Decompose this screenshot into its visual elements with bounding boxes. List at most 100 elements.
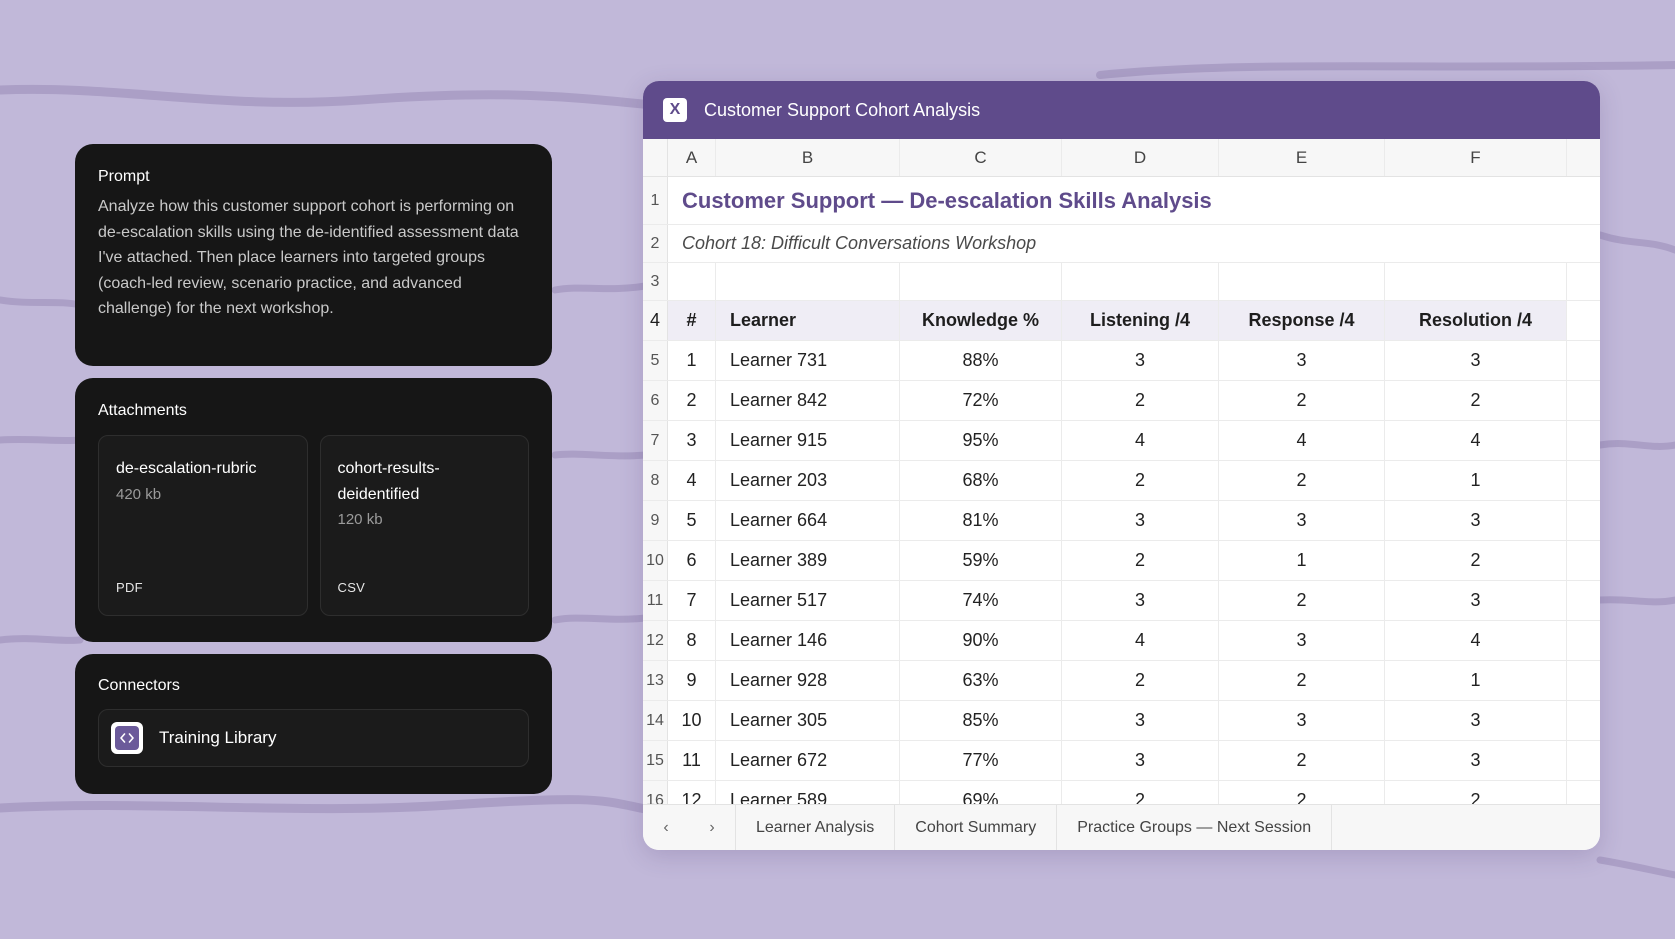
column-header-a[interactable]: A bbox=[668, 139, 716, 176]
header-response[interactable]: Response /4 bbox=[1219, 301, 1385, 340]
table-cell[interactable] bbox=[1385, 263, 1567, 300]
cell-knowledge[interactable]: 72% bbox=[900, 381, 1062, 420]
cell-response[interactable]: 4 bbox=[1219, 421, 1385, 460]
column-header-e[interactable]: E bbox=[1219, 139, 1385, 176]
cell-resolution[interactable]: 2 bbox=[1385, 381, 1567, 420]
cell-number[interactable]: 6 bbox=[668, 541, 716, 580]
cell-listening[interactable]: 4 bbox=[1062, 421, 1219, 460]
cell-knowledge[interactable]: 95% bbox=[900, 421, 1062, 460]
cell-learner[interactable]: Learner 915 bbox=[716, 421, 900, 460]
cell-learner[interactable]: Learner 146 bbox=[716, 621, 900, 660]
cell-listening[interactable]: 3 bbox=[1062, 581, 1219, 620]
cell-learner[interactable]: Learner 517 bbox=[716, 581, 900, 620]
cell-response[interactable]: 2 bbox=[1219, 781, 1385, 820]
row-number[interactable]: 12 bbox=[643, 621, 668, 660]
table-cell[interactable] bbox=[900, 263, 1062, 300]
header-learner[interactable]: Learner bbox=[716, 301, 900, 340]
attachment-item[interactable]: cohort-results-deidentified 120 kb CSV bbox=[319, 435, 529, 616]
cell-number[interactable]: 4 bbox=[668, 461, 716, 500]
cell-response[interactable]: 3 bbox=[1219, 701, 1385, 740]
table-cell[interactable] bbox=[1219, 263, 1385, 300]
cell-response[interactable]: 3 bbox=[1219, 501, 1385, 540]
row-number[interactable]: 7 bbox=[643, 421, 668, 460]
cell-listening[interactable]: 3 bbox=[1062, 501, 1219, 540]
row-number[interactable]: 15 bbox=[643, 741, 668, 780]
tab-practice-groups[interactable]: Practice Groups — Next Session bbox=[1056, 805, 1333, 850]
cell-resolution[interactable]: 3 bbox=[1385, 501, 1567, 540]
cell-learner[interactable]: Learner 389 bbox=[716, 541, 900, 580]
cell-number[interactable]: 8 bbox=[668, 621, 716, 660]
column-header-f[interactable]: F bbox=[1385, 139, 1567, 176]
cell-knowledge[interactable]: 77% bbox=[900, 741, 1062, 780]
attachment-item[interactable]: de-escalation-rubric 420 kb PDF bbox=[98, 435, 308, 616]
header-resolution[interactable]: Resolution /4 bbox=[1385, 301, 1567, 340]
cell-learner[interactable]: Learner 842 bbox=[716, 381, 900, 420]
cell-knowledge[interactable]: 68% bbox=[900, 461, 1062, 500]
row-number[interactable]: 5 bbox=[643, 341, 668, 380]
cell-response[interactable]: 2 bbox=[1219, 661, 1385, 700]
row-number[interactable]: 3 bbox=[643, 263, 668, 300]
cell-learner[interactable]: Learner 731 bbox=[716, 341, 900, 380]
cell-response[interactable]: 3 bbox=[1219, 341, 1385, 380]
cell-knowledge[interactable]: 74% bbox=[900, 581, 1062, 620]
cell-resolution[interactable]: 1 bbox=[1385, 661, 1567, 700]
cell-resolution[interactable]: 2 bbox=[1385, 541, 1567, 580]
cell-learner[interactable]: Learner 203 bbox=[716, 461, 900, 500]
cell-listening[interactable]: 2 bbox=[1062, 661, 1219, 700]
cell-listening[interactable]: 3 bbox=[1062, 701, 1219, 740]
cell-knowledge[interactable]: 90% bbox=[900, 621, 1062, 660]
select-all-corner[interactable] bbox=[643, 139, 668, 176]
table-cell[interactable] bbox=[668, 263, 716, 300]
cell-response[interactable]: 1 bbox=[1219, 541, 1385, 580]
cell-listening[interactable]: 4 bbox=[1062, 621, 1219, 660]
cell-resolution[interactable]: 3 bbox=[1385, 741, 1567, 780]
cell-listening[interactable]: 2 bbox=[1062, 541, 1219, 580]
row-number[interactable]: 6 bbox=[643, 381, 668, 420]
column-header-d[interactable]: D bbox=[1062, 139, 1219, 176]
table-cell[interactable] bbox=[1062, 263, 1219, 300]
cell-resolution[interactable]: 3 bbox=[1385, 581, 1567, 620]
cell-number[interactable]: 2 bbox=[668, 381, 716, 420]
cell-listening[interactable]: 2 bbox=[1062, 381, 1219, 420]
table-cell[interactable] bbox=[716, 263, 900, 300]
cell-resolution[interactable]: 3 bbox=[1385, 701, 1567, 740]
row-number[interactable]: 11 bbox=[643, 581, 668, 620]
cell-learner[interactable]: Learner 672 bbox=[716, 741, 900, 780]
sheet-title[interactable]: Customer Support — De-escalation Skills … bbox=[682, 187, 1212, 213]
cell-number[interactable]: 9 bbox=[668, 661, 716, 700]
row-number[interactable]: 8 bbox=[643, 461, 668, 500]
cell-number[interactable]: 1 bbox=[668, 341, 716, 380]
cell-number[interactable]: 5 bbox=[668, 501, 716, 540]
row-number[interactable]: 9 bbox=[643, 501, 668, 540]
cell-number[interactable]: 11 bbox=[668, 741, 716, 780]
header-number[interactable]: # bbox=[668, 301, 716, 340]
cell-knowledge[interactable]: 81% bbox=[900, 501, 1062, 540]
row-number[interactable]: 10 bbox=[643, 541, 668, 580]
row-number[interactable]: 14 bbox=[643, 701, 668, 740]
cell-resolution[interactable]: 4 bbox=[1385, 621, 1567, 660]
cell-response[interactable]: 2 bbox=[1219, 461, 1385, 500]
sheet-subtitle[interactable]: Cohort 18: Difficult Conversations Works… bbox=[682, 233, 1037, 253]
cell-learner[interactable]: Learner 664 bbox=[716, 501, 900, 540]
row-number[interactable]: 4 bbox=[643, 301, 668, 340]
cell-learner[interactable]: Learner 305 bbox=[716, 701, 900, 740]
cell-listening[interactable]: 3 bbox=[1062, 741, 1219, 780]
cell-resolution[interactable]: 2 bbox=[1385, 781, 1567, 820]
tab-learner-analysis[interactable]: Learner Analysis bbox=[735, 805, 894, 850]
cell-response[interactable]: 3 bbox=[1219, 621, 1385, 660]
cell-knowledge[interactable]: 85% bbox=[900, 701, 1062, 740]
row-number[interactable]: 13 bbox=[643, 661, 668, 700]
cell-knowledge[interactable]: 59% bbox=[900, 541, 1062, 580]
cell-number[interactable]: 7 bbox=[668, 581, 716, 620]
cell-number[interactable]: 3 bbox=[668, 421, 716, 460]
row-number[interactable]: 2 bbox=[643, 225, 668, 262]
cell-resolution[interactable]: 3 bbox=[1385, 341, 1567, 380]
cell-knowledge[interactable]: 63% bbox=[900, 661, 1062, 700]
cell-response[interactable]: 2 bbox=[1219, 741, 1385, 780]
cell-number[interactable]: 10 bbox=[668, 701, 716, 740]
tab-next-button[interactable]: › bbox=[709, 818, 715, 836]
cell-response[interactable]: 2 bbox=[1219, 381, 1385, 420]
cell-response[interactable]: 2 bbox=[1219, 581, 1385, 620]
tab-prev-button[interactable]: ‹ bbox=[663, 818, 669, 836]
cell-listening[interactable]: 2 bbox=[1062, 781, 1219, 820]
